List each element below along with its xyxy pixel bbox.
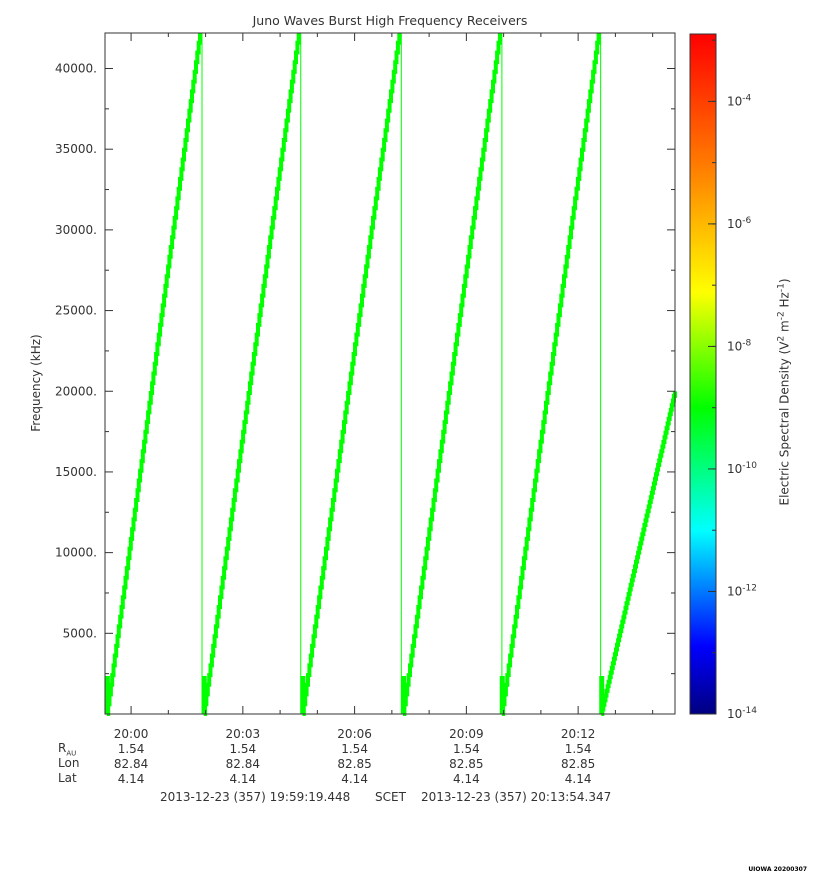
sweep-base <box>300 676 306 714</box>
colorbar-tick-label: 10-4 <box>727 93 752 108</box>
sweep-trace <box>301 33 402 716</box>
ephemeris-lon-value: 82.85 <box>560 757 596 771</box>
ephemeris-lon-value: 82.84 <box>113 757 149 771</box>
lat-label: Lat <box>58 771 77 785</box>
y-tick-label: 15000. <box>55 465 97 479</box>
ephemeris-lat-value: 4.14 <box>564 772 592 786</box>
ephemeris-r-value: 1.54 <box>341 742 368 756</box>
sweep-base <box>401 676 407 714</box>
ephemeris-r-value: 1.54 <box>117 742 145 756</box>
sweep-trace <box>203 33 301 716</box>
sweep-base <box>201 676 207 714</box>
ephemeris-lat-value: 4.14 <box>453 772 480 786</box>
plot-frame <box>104 32 676 715</box>
colorbar-tick-label: 10-8 <box>727 338 752 353</box>
y-tick-label: 35000. <box>55 142 97 156</box>
ephemeris-lat-value: 4.14 <box>229 772 257 786</box>
sweep-3 <box>300 33 402 716</box>
ephemeris-lon-value: 82.85 <box>449 757 484 771</box>
y-tick-label: 20000. <box>55 384 97 398</box>
footer-stamp: UIOWA 20200307 <box>748 866 807 873</box>
y-tick-label: 10000. <box>55 546 97 560</box>
colorbar-ticks: 10-14 10-12 10-10 10-8 10-6 10-4 <box>708 39 757 721</box>
ephemeris-lon-value: 82.85 <box>337 757 372 771</box>
y-tick-label: 25000. <box>55 304 97 318</box>
x-tick-label: 20:00 <box>113 727 149 741</box>
sweep-6 <box>599 391 677 716</box>
colorbar-tick-label: 10-6 <box>727 216 752 231</box>
colorbar-tick-label: 10-10 <box>727 461 757 476</box>
sweep-trace <box>106 33 202 716</box>
ephemeris-lon-value: 82.84 <box>225 757 260 771</box>
r-au-label: RAU <box>58 741 77 758</box>
time-end: 2013-12-23 (357) 20:13:54.347 <box>421 790 612 804</box>
colorbar-tick-label: 10-14 <box>727 706 757 721</box>
ephemeris-lat-value: 4.14 <box>341 772 368 786</box>
sweep-trace <box>501 33 601 716</box>
ephemeris-lat-value: 4.14 <box>117 772 145 786</box>
sweep-base <box>499 676 505 714</box>
sweep-base <box>599 676 605 714</box>
ephemeris-r-value: 1.54 <box>564 742 592 756</box>
sweep-4 <box>401 33 503 716</box>
scet-label: SCET <box>375 790 406 804</box>
sweep-1 <box>104 33 203 716</box>
y-tick-label: 30000. <box>55 223 97 237</box>
sweep-trace <box>600 391 677 716</box>
x-tick-label: 20:12 <box>560 727 596 741</box>
ephemeris-r-value: 1.54 <box>453 742 480 756</box>
sweep-5 <box>499 33 602 716</box>
sweep-2 <box>201 33 302 716</box>
y-tick-label: 5000. <box>63 626 97 640</box>
x-tick-label: 20:09 <box>449 727 484 741</box>
chart-title: Juno Waves Burst High Frequency Receiver… <box>252 13 528 28</box>
colorbar <box>689 33 717 715</box>
x-tick-label: 20:06 <box>337 727 372 741</box>
y-tick-label: 40000. <box>55 62 97 76</box>
sweep-base <box>104 676 110 714</box>
sweeps-layer <box>104 33 677 716</box>
colorbar-label: Electric Spectral Density (V2 m-2 Hz-1) <box>776 278 792 506</box>
colorbar-tick-label: 10-12 <box>727 583 757 598</box>
axes-layer: 5000. 10000. 15000. 20000. 25000. 30000. 35000… <box>55 33 675 715</box>
x-tick-label: 20:03 <box>225 727 261 741</box>
time-start: 2013-12-23 (357) 19:59:19.448 <box>160 790 351 804</box>
ephemeris-r-value: 1.54 <box>229 742 257 756</box>
y-axis-label: Frequency (kHz) <box>29 334 43 432</box>
sweep-trace <box>402 33 502 716</box>
lon-label: Lon <box>58 756 80 770</box>
